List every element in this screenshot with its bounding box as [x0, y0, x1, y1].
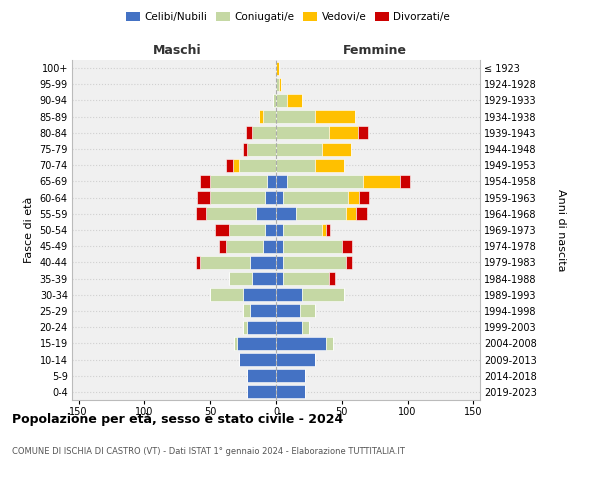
Bar [276, 288, 302, 301]
Bar [349, 191, 359, 204]
Bar [250, 256, 276, 269]
Bar [256, 208, 276, 220]
Bar [276, 159, 316, 172]
Bar [196, 208, 206, 220]
Bar [296, 208, 346, 220]
Bar [329, 126, 358, 140]
Bar [276, 191, 283, 204]
Bar [246, 126, 253, 140]
Bar [276, 369, 305, 382]
Bar [263, 110, 276, 123]
Bar [276, 240, 283, 252]
Bar [276, 94, 287, 107]
Bar [359, 191, 370, 204]
Bar [247, 369, 276, 382]
Bar [283, 224, 322, 236]
Bar [326, 337, 332, 350]
Bar [276, 62, 278, 74]
Bar [276, 175, 287, 188]
Bar [243, 320, 247, 334]
Bar [267, 175, 276, 188]
Bar [302, 288, 344, 301]
Bar [283, 272, 329, 285]
Bar [200, 256, 250, 269]
Bar [206, 208, 256, 220]
Bar [283, 240, 342, 252]
Bar [316, 159, 344, 172]
Bar [229, 272, 253, 285]
Bar [278, 78, 281, 91]
Bar [326, 224, 330, 236]
Bar [253, 126, 276, 140]
Bar [265, 224, 276, 236]
Y-axis label: Fasce di età: Fasce di età [24, 197, 34, 263]
Text: Femmine: Femmine [343, 44, 407, 57]
Bar [197, 191, 210, 204]
Bar [276, 304, 299, 318]
Bar [253, 272, 276, 285]
Bar [247, 320, 276, 334]
Bar [287, 175, 363, 188]
Bar [287, 94, 302, 107]
Bar [299, 304, 316, 318]
Bar [247, 142, 276, 156]
Bar [236, 337, 276, 350]
Bar [234, 337, 236, 350]
Legend: Celibi/Nubili, Coniugati/e, Vedovi/e, Divorzati/e: Celibi/Nubili, Coniugati/e, Vedovi/e, Di… [122, 8, 454, 26]
Bar [263, 240, 276, 252]
Bar [233, 159, 239, 172]
Bar [276, 142, 322, 156]
Bar [346, 256, 352, 269]
Bar [220, 240, 226, 252]
Bar [283, 191, 349, 204]
Bar [276, 110, 316, 123]
Bar [250, 304, 276, 318]
Bar [276, 386, 305, 398]
Bar [200, 175, 210, 188]
Bar [283, 256, 346, 269]
Bar [356, 208, 367, 220]
Text: Popolazione per età, sesso e stato civile - 2024: Popolazione per età, sesso e stato civil… [12, 412, 343, 426]
Bar [276, 208, 296, 220]
Bar [243, 288, 276, 301]
Bar [346, 208, 356, 220]
Bar [322, 142, 351, 156]
Bar [229, 224, 265, 236]
Bar [243, 142, 247, 156]
Bar [276, 126, 329, 140]
Bar [276, 256, 283, 269]
Bar [276, 320, 302, 334]
Bar [276, 353, 316, 366]
Bar [316, 110, 355, 123]
Bar [342, 240, 352, 252]
Bar [243, 304, 250, 318]
Bar [276, 337, 326, 350]
Bar [276, 78, 278, 91]
Bar [210, 175, 267, 188]
Bar [196, 256, 200, 269]
Bar [363, 175, 400, 188]
Bar [239, 159, 276, 172]
Bar [247, 386, 276, 398]
Text: Maschi: Maschi [153, 44, 202, 57]
Text: COMUNE DI ISCHIA DI CASTRO (VT) - Dati ISTAT 1° gennaio 2024 - Elaborazione TUTT: COMUNE DI ISCHIA DI CASTRO (VT) - Dati I… [12, 448, 405, 456]
Y-axis label: Anni di nascita: Anni di nascita [556, 188, 566, 271]
Bar [276, 224, 283, 236]
Bar [274, 94, 276, 107]
Bar [215, 224, 229, 236]
Bar [226, 159, 233, 172]
Bar [210, 191, 265, 204]
Bar [400, 175, 410, 188]
Bar [210, 288, 243, 301]
Bar [239, 353, 276, 366]
Bar [302, 320, 309, 334]
Bar [259, 110, 263, 123]
Bar [358, 126, 368, 140]
Bar [322, 224, 326, 236]
Bar [276, 272, 283, 285]
Bar [329, 272, 335, 285]
Bar [226, 240, 263, 252]
Bar [265, 191, 276, 204]
